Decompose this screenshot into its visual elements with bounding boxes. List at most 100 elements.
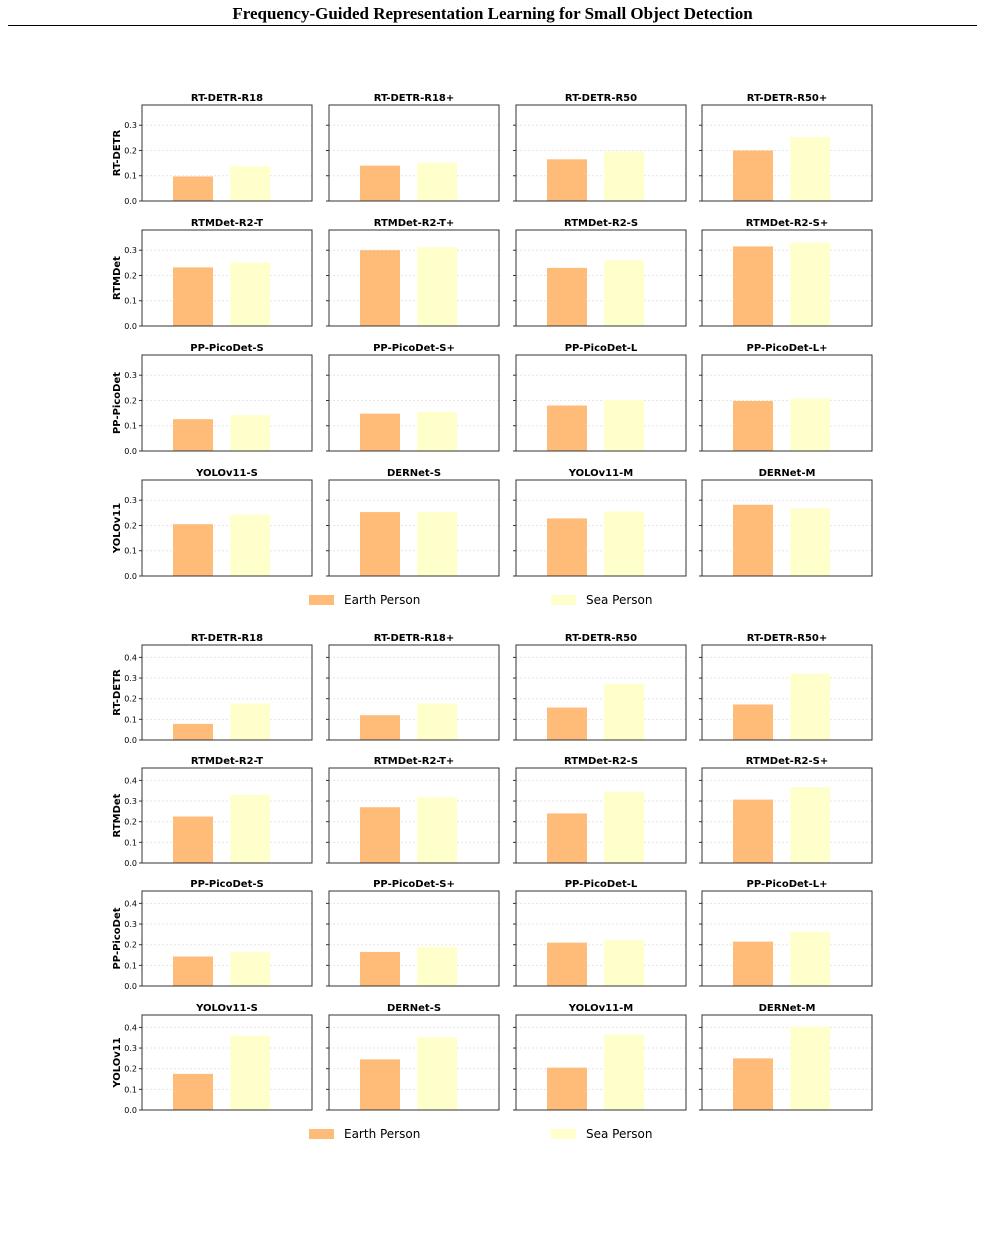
y-tick-label: 0.2 <box>124 396 137 405</box>
bar-sea-person <box>790 508 831 576</box>
y-tick-label: 0.1 <box>124 961 137 970</box>
panel-title: RT-DETR-R18+ <box>374 93 455 104</box>
y-tick-label: 0.0 <box>124 859 137 868</box>
panel-title: RT-DETR-R50+ <box>747 633 828 644</box>
bar-earth-person <box>173 1073 213 1110</box>
bar-sea-person <box>230 952 271 986</box>
panel-title: RTMDet-R2-T <box>191 218 263 229</box>
bar-sea-person <box>604 940 645 986</box>
panel-title: PP-PicoDet-L+ <box>747 343 828 354</box>
bar-earth-person <box>360 715 400 740</box>
bar-sea-person <box>604 683 645 740</box>
panel-frame <box>328 644 500 741</box>
panel-title: RTMDet-R2-S+ <box>746 218 828 229</box>
panel-frame <box>701 890 873 987</box>
panel-title: PP-PicoDet-S+ <box>373 343 455 354</box>
y-tick-label: 0.3 <box>124 246 137 255</box>
y-tick-label: 0.4 <box>124 1023 137 1032</box>
bar-sea-person <box>604 1034 645 1110</box>
panel-frame <box>515 767 687 864</box>
bar-earth-person <box>733 504 773 576</box>
y-tick-label: 0.3 <box>124 371 137 380</box>
panel-title: RT-DETR-R50+ <box>747 93 828 104</box>
bar-sea-person <box>417 946 458 986</box>
bar-sea-person <box>604 791 645 863</box>
bar-earth-person <box>547 707 587 740</box>
bar-sea-person <box>790 1026 831 1110</box>
bar-sea-person <box>604 511 645 576</box>
panel-title: RT-DETR-R50 <box>565 93 637 104</box>
legend-swatch-earth-person <box>309 1129 334 1139</box>
bar-sea-person <box>230 262 271 326</box>
y-tick-label: 0.1 <box>124 838 137 847</box>
panel-frame <box>515 104 687 202</box>
bar-sea-person <box>230 166 271 201</box>
header-rule <box>8 25 977 26</box>
y-tick-label: 0.0 <box>124 197 137 206</box>
y-tick-label: 0.0 <box>124 1106 137 1115</box>
page-header: Frequency-Guided Representation Learning… <box>0 0 985 30</box>
panel-frame <box>328 354 500 452</box>
legend-label: Earth Person <box>344 593 420 607</box>
bar-sea-person <box>230 1035 271 1110</box>
panel-title: RTMDet-R2-T <box>191 756 263 767</box>
bar-earth-person <box>173 524 213 576</box>
panel-frame <box>701 767 873 864</box>
y-tick-label: 0.1 <box>124 715 137 724</box>
panel-frame <box>141 354 313 452</box>
y-tick-label: 0.0 <box>124 447 137 456</box>
panel-title: PP-PicoDet-L <box>565 879 638 890</box>
y-tick-label: 0.1 <box>124 547 137 556</box>
panel-title: YOLOv11-S <box>195 468 258 479</box>
bar-earth-person <box>547 942 587 986</box>
y-tick-label: 0.3 <box>124 920 137 929</box>
row-ylabel: RTMDet <box>112 793 123 837</box>
row-ylabel: YOLOv11 <box>112 503 123 554</box>
bar-earth-person <box>173 816 213 863</box>
panel-frame <box>515 644 687 741</box>
row-ylabel: PP-PicoDet <box>112 907 123 969</box>
bar-earth-person <box>173 723 213 740</box>
page-title: Frequency-Guided Representation Learning… <box>232 4 753 23</box>
bar-earth-person <box>733 400 773 451</box>
bar-sea-person <box>417 162 458 201</box>
bar-earth-person <box>733 246 773 326</box>
bar-earth-person <box>547 518 587 576</box>
panel-title: RT-DETR-R50 <box>565 633 637 644</box>
panel-frame <box>515 1014 687 1111</box>
panel-title: DERNet-S <box>387 1003 441 1014</box>
panel-title: PP-PicoDet-L+ <box>747 879 828 890</box>
bar-earth-person <box>173 419 213 451</box>
panel-frame <box>515 354 687 452</box>
legend-label: Earth Person <box>344 1127 420 1141</box>
panel-frame <box>701 104 873 202</box>
panel-frame <box>328 229 500 327</box>
panel-title: RTMDet-R2-S <box>564 218 638 229</box>
bar-earth-person <box>547 813 587 863</box>
panel-frame <box>328 890 500 987</box>
y-tick-label: 0.0 <box>124 322 137 331</box>
bar-sea-person <box>230 703 271 740</box>
bar-earth-person <box>360 165 400 201</box>
panel-frame <box>515 479 687 577</box>
bar-earth-person <box>360 250 400 326</box>
bar-earth-person <box>173 267 213 326</box>
bar-sea-person <box>790 673 831 740</box>
bar-earth-person <box>547 1067 587 1110</box>
y-tick-label: 0.2 <box>124 271 137 280</box>
y-tick-label: 0.2 <box>124 818 137 827</box>
y-tick-label: 0.2 <box>124 695 137 704</box>
panel-frame <box>701 229 873 327</box>
y-tick-label: 0.2 <box>124 146 137 155</box>
panel-title: YOLOv11-M <box>568 1003 633 1014</box>
y-tick-label: 0.1 <box>124 172 137 181</box>
bar-sea-person <box>790 931 831 986</box>
bar-sea-person <box>230 415 271 451</box>
y-tick-label: 0.2 <box>124 1065 137 1074</box>
row-ylabel: YOLOv11 <box>112 1037 123 1088</box>
y-tick-label: 0.3 <box>124 1044 137 1053</box>
panel-frame <box>701 354 873 452</box>
bar-earth-person <box>733 1058 773 1110</box>
panel-title: RT-DETR-R18 <box>191 633 263 644</box>
